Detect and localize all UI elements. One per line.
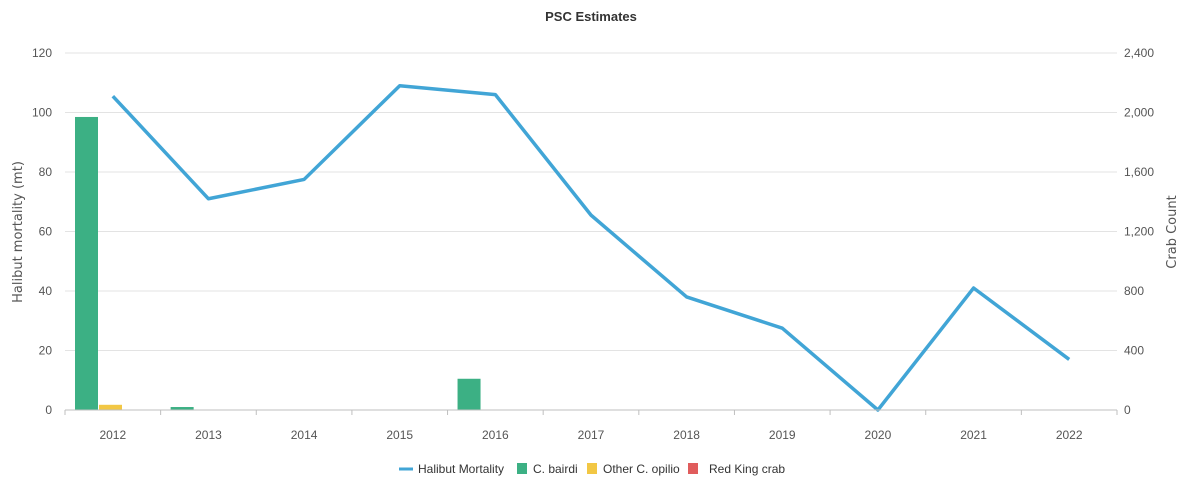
legend: Halibut Mortality C. bairdi Other C. opi… [399, 462, 785, 476]
left-axis-tick-label: 0 [45, 403, 52, 417]
right-axis-tick-label: 2,000 [1124, 106, 1154, 120]
bar-c-bairdi-2012[interactable] [75, 116, 98, 411]
gridlines [65, 52, 1117, 351]
bar-series [75, 116, 481, 411]
x-axis-tick-label: 2012 [99, 428, 126, 442]
x-axis-tick-label: 2020 [865, 428, 892, 442]
right-axis-ticks: 0 400 800 1,200 1,600 2,000 2,400 [1124, 46, 1154, 417]
right-axis-title: Crab Count [1165, 195, 1180, 268]
left-axis-tick-label: 20 [39, 344, 53, 358]
bar-other-c-opilio-2012[interactable] [99, 404, 122, 410]
left-axis-tick-label: 120 [32, 46, 52, 60]
right-axis-tick-label: 800 [1124, 284, 1144, 298]
right-axis-tick-label: 1,200 [1124, 225, 1154, 239]
legend-swatch [587, 463, 597, 474]
right-axis-tick-label: 1,600 [1124, 165, 1154, 179]
line-series [111, 83, 1071, 412]
left-axis-tick-label: 100 [32, 106, 52, 120]
legend-swatch [688, 463, 698, 474]
left-axis-tick-label: 80 [39, 165, 53, 179]
bar-c-bairdi-2016[interactable] [457, 378, 481, 410]
left-axis-tick-label: 40 [39, 284, 53, 298]
left-axis-ticks: 0 20 40 60 80 100 120 [32, 46, 52, 417]
x-axis-tick-label: 2016 [482, 428, 509, 442]
x-axis-tick-label: 2018 [673, 428, 700, 442]
legend-item-halibut-mortality[interactable]: Halibut Mortality [399, 462, 504, 476]
x-axis-tick-label: 2019 [769, 428, 796, 442]
right-axis-tick-label: 0 [1124, 403, 1131, 417]
x-axis-tick-label: 2013 [195, 428, 222, 442]
legend-item-other-c-opilio[interactable]: Other C. opilio [587, 462, 680, 476]
legend-swatch [517, 463, 527, 474]
x-axis-ticks: 2012 2013 2014 2015 2016 2017 2018 2019 2020 2021… [64, 410, 1118, 442]
legend-item-red-king-crab[interactable]: Red King crab [688, 462, 785, 476]
x-axis-tick-label: 2017 [578, 428, 605, 442]
left-axis-title: Halibut mortality (mt) [11, 161, 26, 303]
legend-label: Halibut Mortality [418, 462, 504, 476]
legend-label: Red King crab [709, 462, 785, 476]
x-axis-tick-label: 2014 [291, 428, 318, 442]
left-axis-tick-label: 60 [39, 225, 53, 239]
legend-label: C. bairdi [533, 462, 578, 476]
right-axis-tick-label: 400 [1124, 344, 1144, 358]
line-halibut-mortality[interactable] [111, 83, 1071, 412]
legend-item-c-bairdi[interactable]: C. bairdi [517, 462, 578, 476]
x-axis-tick-label: 2022 [1056, 428, 1083, 442]
chart-title: PSC Estimates [545, 9, 637, 24]
x-axis-tick-label: 2021 [960, 428, 987, 442]
bar-c-bairdi-2013[interactable] [170, 407, 194, 410]
legend-label: Other C. opilio [603, 462, 680, 476]
x-axis-tick-label: 2015 [386, 428, 413, 442]
right-axis-tick-label: 2,400 [1124, 46, 1154, 60]
